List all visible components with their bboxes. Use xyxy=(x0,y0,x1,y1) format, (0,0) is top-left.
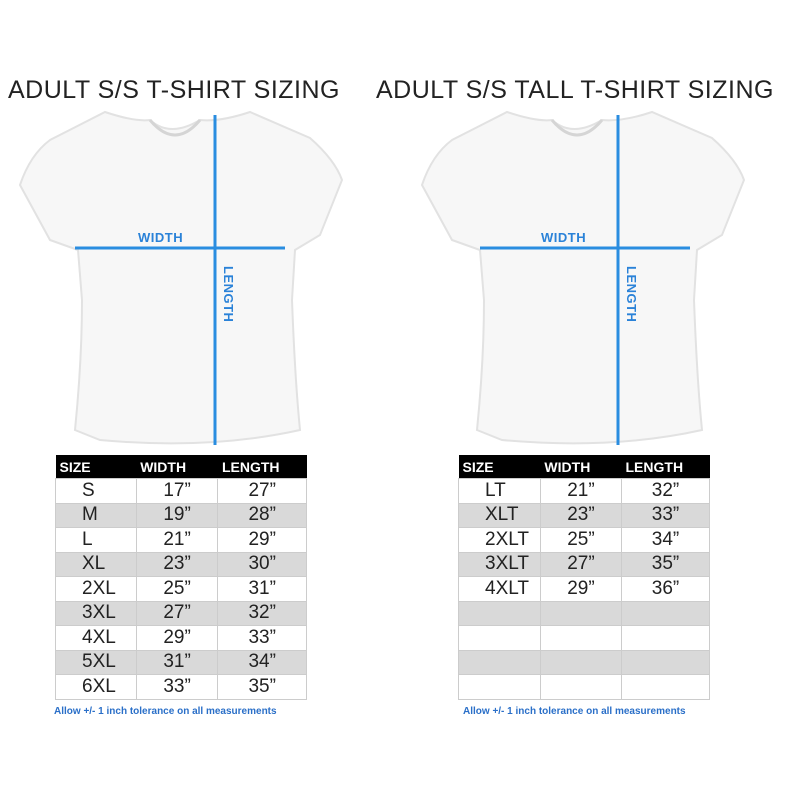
width-cell: 27” xyxy=(135,600,219,626)
width-cell: 21” xyxy=(539,478,623,504)
table-row: 6XL 33” 35” xyxy=(55,674,307,700)
width-cell: 27” xyxy=(539,551,623,577)
size-cell: 2XLT xyxy=(458,527,541,553)
table-row: 3XLT 27” 35” xyxy=(458,551,710,577)
length-cell: 35” xyxy=(621,551,710,577)
width-cell: 21” xyxy=(135,527,219,553)
width-cell: 17” xyxy=(135,478,219,504)
table-row: 5XL 31” 34” xyxy=(55,649,307,675)
size-cell: 3XL xyxy=(55,600,137,626)
tolerance-note: Allow +/- 1 inch tolerance on all measur… xyxy=(54,706,277,717)
tall-width-label: WIDTH xyxy=(541,230,587,245)
size-cell: L xyxy=(55,527,137,553)
length-cell xyxy=(621,649,710,675)
table-header: SIZE WIDTH LENGTH xyxy=(458,455,710,479)
table-row xyxy=(458,625,710,651)
length-cell xyxy=(621,625,710,651)
table-header: SIZE WIDTH LENGTH xyxy=(55,455,307,479)
size-cell: 2XL xyxy=(55,576,137,602)
length-cell: 33” xyxy=(217,625,307,651)
width-cell: 19” xyxy=(135,502,219,528)
width-cell: 29” xyxy=(539,576,623,602)
width-cell xyxy=(539,600,623,626)
tall-title: ADULT S/S TALL T-SHIRT SIZING xyxy=(376,76,774,104)
table-row: XL 23” 30” xyxy=(55,551,307,577)
column-header: WIDTH xyxy=(540,455,622,479)
size-cell: 5XL xyxy=(55,649,137,675)
adult-title: ADULT S/S T-SHIRT SIZING xyxy=(8,76,340,104)
length-cell: 31” xyxy=(217,576,307,602)
length-cell: 34” xyxy=(621,527,710,553)
length-cell: 33” xyxy=(621,502,710,528)
width-label: WIDTH xyxy=(138,230,184,245)
table-row: LT 21” 32” xyxy=(458,478,710,504)
length-cell xyxy=(621,674,710,700)
length-cell: 32” xyxy=(217,600,307,626)
size-cell: 4XL xyxy=(55,625,137,651)
column-header: SIZE xyxy=(55,455,137,479)
table-row: 4XLT 29” 36” xyxy=(458,576,710,602)
width-cell: 23” xyxy=(539,502,623,528)
length-cell: 35” xyxy=(217,674,307,700)
table-row xyxy=(458,674,710,700)
length-cell: 30” xyxy=(217,551,307,577)
size-cell: 6XL xyxy=(55,674,137,700)
tall-tolerance-note: Allow +/- 1 inch tolerance on all measur… xyxy=(463,706,686,717)
table-row: L 21” 29” xyxy=(55,527,307,553)
tall-tshirt-image xyxy=(420,110,746,445)
length-cell xyxy=(621,600,710,626)
length-cell: 32” xyxy=(621,478,710,504)
size-cell: XL xyxy=(55,551,137,577)
adult-size-table: SIZE WIDTH LENGTH S 17” 27” M 19” 28” L 21” 29” XL 23… xyxy=(55,455,307,700)
size-cell: XLT xyxy=(458,502,541,528)
size-cell: LT xyxy=(458,478,541,504)
table-row: S 17” 27” xyxy=(55,478,307,504)
length-cell: 36” xyxy=(621,576,710,602)
size-cell: S xyxy=(55,478,137,504)
size-cell: 3XLT xyxy=(458,551,541,577)
width-cell xyxy=(539,674,623,700)
size-cell xyxy=(458,674,541,700)
tall-size-table: SIZE WIDTH LENGTH LT 21” 32” XLT 23” 33” 2XLT 25” 3… xyxy=(458,455,710,700)
table-row: XLT 23” 33” xyxy=(458,502,710,528)
length-cell: 34” xyxy=(217,649,307,675)
length-cell: 29” xyxy=(217,527,307,553)
table-row: M 19” 28” xyxy=(55,502,307,528)
size-cell xyxy=(458,649,541,675)
width-cell: 29” xyxy=(135,625,219,651)
size-cell: 4XLT xyxy=(458,576,541,602)
column-header: WIDTH xyxy=(136,455,218,479)
length-cell: 28” xyxy=(217,502,307,528)
width-cell xyxy=(539,625,623,651)
table-row: 2XLT 25” 34” xyxy=(458,527,710,553)
width-cell xyxy=(539,649,623,675)
table-row: 2XL 25” 31” xyxy=(55,576,307,602)
tall-length-label: LENGTH xyxy=(624,266,639,323)
column-header: LENGTH xyxy=(217,455,307,479)
tshirt-image xyxy=(18,110,344,445)
size-cell xyxy=(458,600,541,626)
width-cell: 23” xyxy=(135,551,219,577)
column-header: SIZE xyxy=(458,455,541,479)
table-row xyxy=(458,649,710,675)
length-cell: 27” xyxy=(217,478,307,504)
length-label: LENGTH xyxy=(221,266,236,323)
table-row: 3XL 27” 32” xyxy=(55,600,307,626)
width-cell: 25” xyxy=(539,527,623,553)
size-cell: M xyxy=(55,502,137,528)
table-row xyxy=(458,600,710,626)
width-cell: 31” xyxy=(135,649,219,675)
table-row: 4XL 29” 33” xyxy=(55,625,307,651)
width-cell: 33” xyxy=(135,674,219,700)
width-cell: 25” xyxy=(135,576,219,602)
column-header: LENGTH xyxy=(621,455,710,479)
size-cell xyxy=(458,625,541,651)
